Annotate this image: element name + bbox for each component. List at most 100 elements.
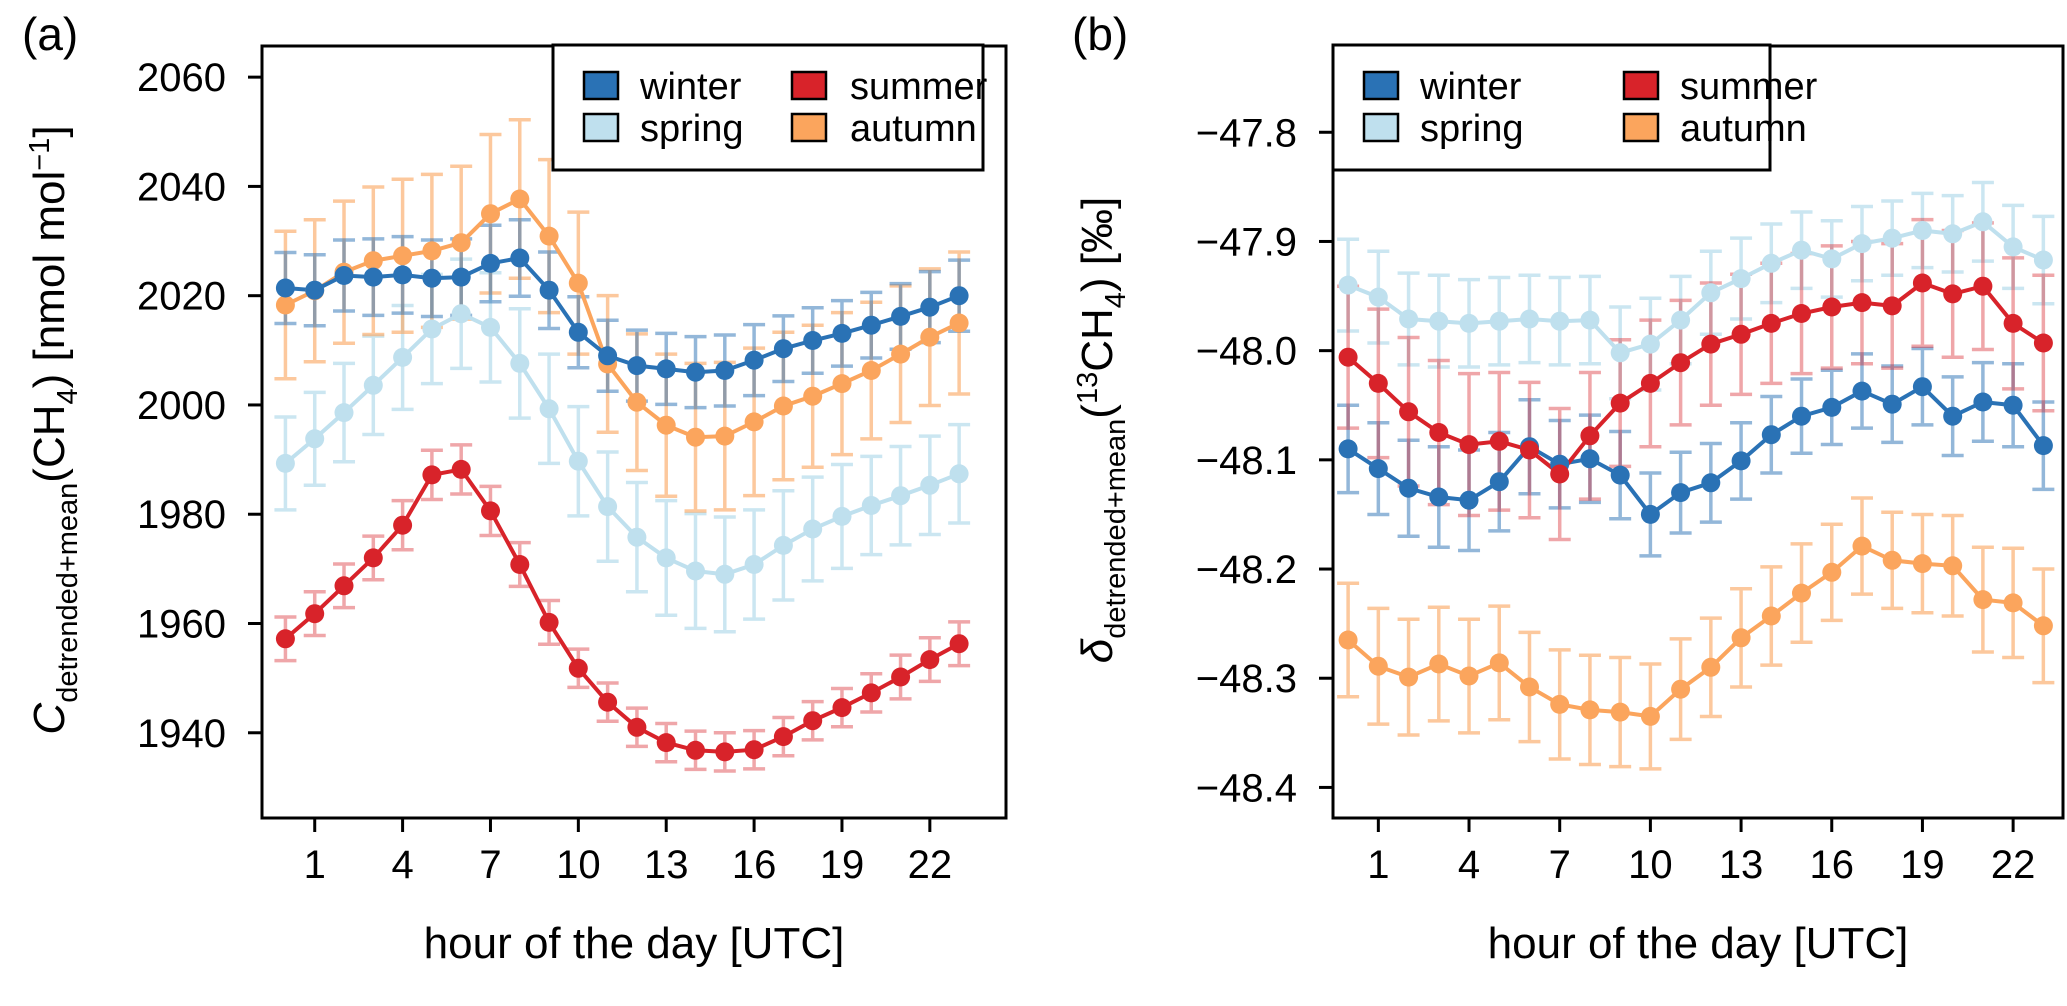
data-point — [803, 519, 823, 539]
data-point — [627, 356, 647, 376]
y-axis-title-segment: 13 — [1072, 372, 1104, 404]
data-point — [773, 396, 793, 416]
data-point — [920, 297, 940, 317]
x-axis-title: hour of the day [UTC] — [424, 919, 845, 968]
data-point — [1671, 679, 1691, 699]
data-point — [832, 506, 852, 526]
data-point — [598, 346, 618, 366]
data-point — [1489, 311, 1509, 331]
data-point — [920, 475, 940, 495]
y-tick-label: −47.8 — [1196, 111, 1297, 155]
data-point — [1912, 221, 1932, 240]
series-summer-errorbars — [274, 443, 971, 773]
data-point — [598, 692, 618, 712]
data-point — [1368, 656, 1388, 676]
series-winter-points — [1338, 377, 2053, 524]
data-point — [1338, 347, 1358, 367]
data-point — [393, 515, 413, 535]
data-point — [773, 727, 793, 747]
data-point — [656, 733, 676, 753]
legend-swatch-winter — [582, 70, 620, 101]
data-point — [1822, 297, 1842, 317]
data-point — [422, 465, 442, 485]
legend-box — [551, 43, 985, 172]
data-point — [1338, 630, 1358, 650]
data-point — [803, 331, 823, 350]
y-tick-label: −48.2 — [1196, 548, 1297, 592]
data-point — [949, 464, 969, 484]
data-point — [1459, 435, 1479, 455]
x-tick-label: 16 — [1810, 843, 1855, 887]
data-point — [334, 403, 354, 423]
y-axis-title: Cdetrended+mean(CH4) [nmol mol−1] — [24, 125, 84, 734]
panel-b: −48.4 −48.3 −48.2 −48.1 −48.0 −47.9 −47.8 1 4 7 10… — [1072, 8, 2065, 968]
legend-swatch-autumn — [790, 112, 828, 143]
data-point — [2003, 395, 2023, 415]
data-point — [920, 650, 940, 670]
data-point — [1489, 431, 1509, 451]
legend-label-autumn: autumn — [850, 108, 977, 150]
data-point — [1822, 562, 1842, 582]
data-point — [861, 683, 881, 703]
data-point — [2003, 313, 2023, 333]
data-point — [1489, 653, 1509, 673]
data-point — [568, 322, 588, 342]
data-point — [2033, 616, 2053, 636]
y-tick-label: 2000 — [137, 384, 226, 428]
data-point — [363, 375, 383, 395]
data-point — [1731, 628, 1751, 648]
y-axis-title: δdetrended+mean(13CH4) [‰] — [1072, 197, 1132, 664]
data-point — [1852, 293, 1872, 313]
data-point — [2003, 237, 2023, 257]
legend-swatch-spring — [1362, 112, 1400, 143]
data-point — [1368, 459, 1388, 479]
data-point — [451, 459, 471, 479]
data-point — [744, 350, 764, 370]
data-point — [627, 392, 647, 412]
data-point — [1580, 426, 1600, 446]
data-point — [598, 497, 618, 517]
data-point — [1852, 381, 1872, 401]
y-axis-title-segment: CH — [1073, 308, 1122, 372]
data-point — [1761, 425, 1781, 445]
y-axis-title-segment: ( — [1073, 404, 1122, 419]
x-tick-label: 4 — [391, 843, 413, 887]
data-point — [2033, 250, 2053, 270]
data-point — [861, 361, 881, 380]
x-tick-label: 22 — [908, 843, 953, 887]
data-point — [1580, 449, 1600, 469]
data-point — [1459, 666, 1479, 686]
legend-item-winter: winter — [582, 66, 742, 108]
legend-label-spring: spring — [1420, 108, 1524, 150]
data-point — [1701, 283, 1721, 303]
y-axis-title-segment: δ — [1073, 638, 1122, 663]
data-point — [1580, 310, 1600, 330]
legend-box — [1331, 43, 1772, 172]
panel-label-a: (a) — [22, 8, 78, 60]
series-autumn-line — [284, 196, 960, 440]
y-tick-label: −48.3 — [1196, 657, 1297, 701]
y-tick-label: 1980 — [137, 493, 226, 537]
data-point — [334, 576, 354, 596]
data-point — [1610, 343, 1630, 363]
data-point — [1882, 228, 1902, 248]
data-point — [891, 344, 911, 364]
series-winter-line — [1347, 384, 2046, 518]
data-point — [422, 319, 442, 339]
panel-label-b: (b) — [1072, 8, 1128, 60]
data-point — [1973, 276, 1993, 296]
data-point — [334, 266, 354, 285]
data-point — [1640, 373, 1660, 393]
y-axis-title-segment: C — [25, 702, 74, 735]
x-tick-label: 13 — [1719, 843, 1764, 887]
data-point — [451, 304, 471, 324]
legend-label-spring: spring — [640, 108, 744, 150]
data-point — [1701, 473, 1721, 493]
y-axis-title-segment: 4 — [52, 388, 84, 404]
data-point — [1792, 304, 1811, 323]
data-point — [1912, 554, 1932, 574]
data-point — [1429, 654, 1449, 674]
data-point — [568, 273, 588, 293]
data-point — [686, 561, 705, 581]
data-point — [1882, 550, 1902, 570]
